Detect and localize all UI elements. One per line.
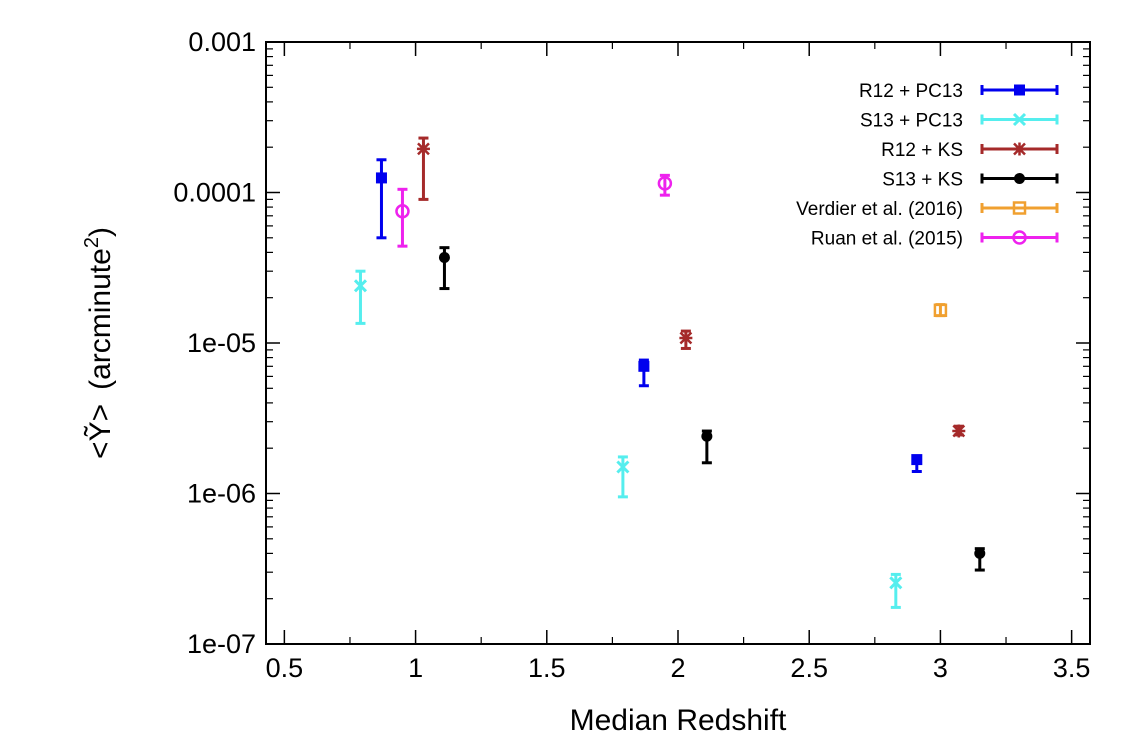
x-tick-label: 3.5 [1053,653,1091,683]
axis-ticks [266,41,1090,645]
legend-label: R12 + PC13 [859,81,963,102]
y-axis-title-symbol: <Ỹ> [83,404,117,459]
data-series [395,173,673,248]
data-point [657,176,673,191]
data-point [1012,112,1027,127]
data-series [416,136,966,438]
x-tick-label: 0.5 [266,653,304,683]
x-axis-title: Median Redshift [570,704,787,737]
data-point [616,460,630,474]
y-tick-label: 0.001 [188,27,256,57]
data-point [1012,201,1027,215]
legend-label: Ruan et al. (2015) [811,229,963,250]
x-tick-label: 1.5 [528,653,566,683]
y-axis-title-close: ) [84,227,117,237]
y-tick-label: 1e-05 [187,328,256,358]
data-point [638,360,650,372]
data-point [375,172,387,184]
data-point [1013,142,1026,156]
data-point [438,251,450,263]
y-tick-label: 0.0001 [173,178,256,208]
data-point [416,142,430,156]
data-series [353,269,903,609]
data-point [911,454,923,466]
legend-label: R12 + KS [881,140,963,161]
data-point [1014,173,1025,184]
data-marks [353,136,986,609]
x-tick-label: 3 [933,653,948,683]
x-tick-label: 1 [408,653,423,683]
data-point [1012,230,1027,245]
plot-frame [265,41,1091,645]
legend: R12 + PC13 S13 + PC13 R12 + KS S13 + KS Verd… [796,81,1059,250]
data-point [974,547,986,559]
data-point [952,424,966,438]
legend-label: Verdier et al. (2016) [796,199,963,220]
y-tick-label: 1e-06 [187,479,256,509]
data-point [701,430,713,442]
data-series [933,303,948,318]
data-point [933,303,948,318]
data-point [679,331,693,345]
legend-label: S13 + KS [882,170,963,191]
y-axis-title-unit: (arcminute [84,248,117,390]
legend-label: S13 + PC13 [860,111,963,132]
svg-text:<Ỹ>(arcminute2): <Ỹ> (arcminute2) [81,227,117,459]
y-axis-title-sup: 2 [81,237,103,248]
y-axis-title: <Ỹ> (arcminute2) [81,227,117,459]
data-point [889,576,903,590]
data-series [438,246,986,572]
data-point [353,279,368,293]
data-series [375,158,923,474]
tick-labels: 0.5 1 1.5 2 2.5 3 3.5 1e-07 1e-06 1e-05 0.0001 0.00… [173,27,1090,683]
data-point [395,204,410,219]
x-tick-label: 2.5 [790,653,828,683]
data-point [1014,84,1025,96]
x-tick-label: 2 [670,653,685,683]
y-tick-label: 1e-07 [187,629,256,659]
